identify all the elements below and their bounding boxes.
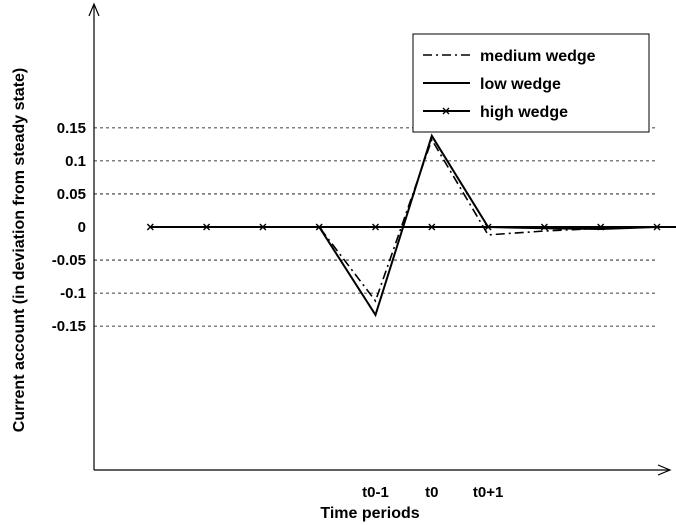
legend: medium wedge low wedge high wedge: [412, 33, 650, 133]
data-point-marker: [428, 223, 436, 231]
legend-label: high wedge: [480, 104, 568, 121]
x-axis-arrow: [657, 464, 672, 476]
x-tick-labels: t0-1 t0 t0+1: [362, 484, 503, 501]
y-axis-arrow: [88, 2, 100, 17]
y-tick-label: 0.1: [65, 153, 86, 170]
y-tick-labels: -0.15 -0.1 -0.05 0 0.05 0.1 0.15: [52, 120, 86, 335]
y-tick-label: -0.15: [52, 318, 86, 335]
y-tick-label: 0: [78, 219, 86, 236]
y-tick-label: -0.05: [52, 252, 86, 269]
x-axis-label: Time periods: [320, 505, 419, 522]
series-line: [150, 133, 676, 318]
x-tick-label: t0-1: [362, 484, 389, 501]
y-tick-label: 0.05: [57, 186, 86, 203]
x-tick-label: t0+1: [473, 484, 503, 501]
series-line: [150, 137, 676, 303]
axes: [88, 2, 672, 476]
y-axis-label: Current account (in deviation from stead…: [11, 68, 28, 433]
legend-label: low wedge: [480, 76, 561, 93]
legend-label: medium wedge: [480, 48, 596, 65]
x-tick-label: t0: [425, 484, 438, 501]
series-lines: [146, 133, 676, 318]
data-point-marker: [372, 223, 379, 231]
legend-marker: [442, 107, 450, 115]
y-tick-label: -0.1: [60, 285, 86, 302]
y-tick-label: 0.15: [57, 120, 86, 137]
